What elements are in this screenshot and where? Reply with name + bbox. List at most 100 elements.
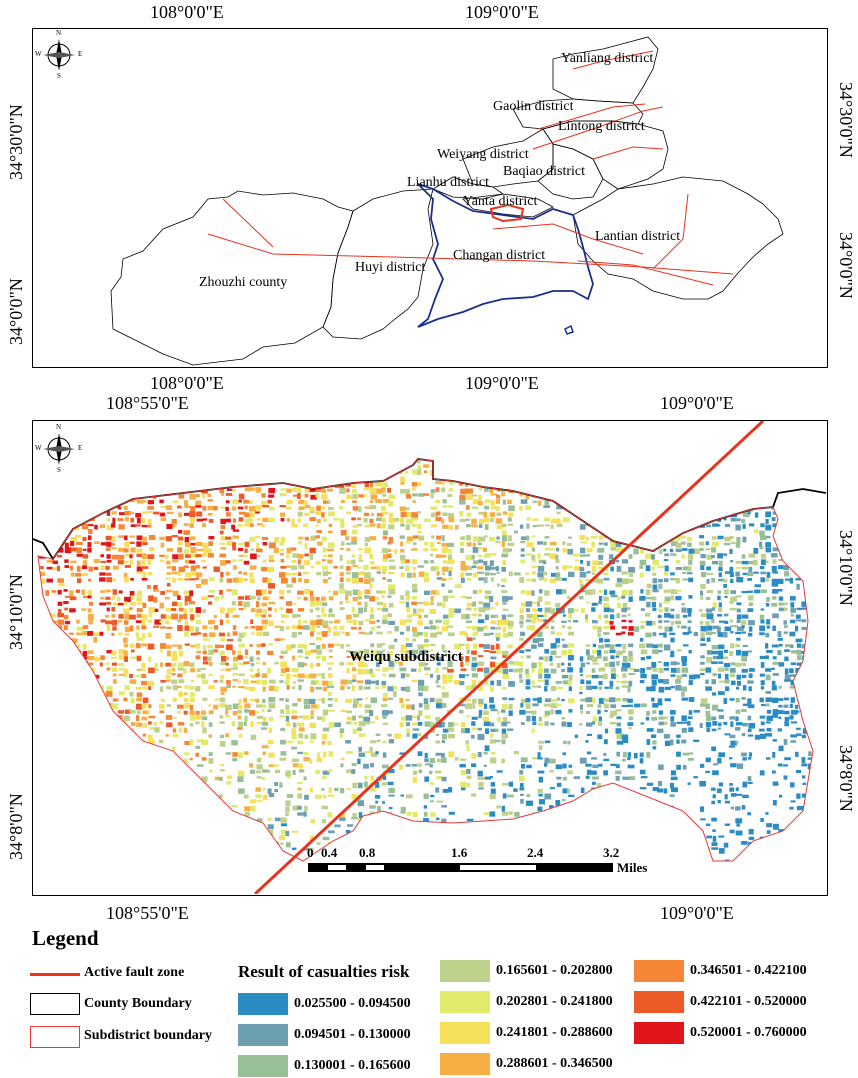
risk-cell	[412, 655, 418, 659]
risk-cell	[519, 650, 525, 653]
risk-cell	[226, 775, 233, 779]
risk-cell	[742, 536, 747, 543]
risk-cell	[538, 776, 544, 783]
risk-cell	[760, 608, 765, 611]
risk-cell	[693, 776, 698, 779]
risk-cell	[718, 835, 725, 838]
risk-cell	[591, 493, 598, 498]
risk-cell	[399, 818, 404, 824]
risk-cell	[412, 608, 417, 614]
risk-cell	[424, 721, 432, 727]
risk-cell	[537, 614, 544, 617]
risk-cell	[382, 536, 388, 540]
risk-cell	[537, 601, 541, 607]
risk-cell	[256, 523, 263, 526]
risk-cell	[232, 506, 237, 511]
risk-cell	[243, 848, 248, 852]
risk-cell	[183, 769, 187, 774]
risk-cell	[585, 482, 590, 489]
risk-cell	[267, 650, 274, 656]
risk-cell	[591, 757, 598, 760]
risk-cell	[297, 614, 301, 617]
risk-cell	[609, 661, 615, 668]
risk-cell	[501, 614, 507, 621]
risk-cell	[435, 752, 442, 756]
risk-cell	[801, 464, 806, 471]
risk-cell	[604, 517, 611, 521]
risk-cell	[382, 841, 388, 846]
risk-cell	[382, 571, 386, 574]
risk-cell	[273, 686, 279, 692]
risk-cell	[334, 459, 339, 462]
risk-cell	[454, 830, 459, 835]
risk-cell	[513, 811, 520, 817]
risk-cell	[574, 734, 578, 738]
risk-cell	[195, 583, 202, 588]
risk-cell	[148, 751, 155, 755]
risk-cell	[759, 715, 766, 719]
risk-cell	[567, 770, 573, 775]
risk-cell	[125, 452, 128, 455]
risk-cell	[808, 613, 813, 616]
risk-cell	[285, 565, 291, 568]
risk-cell	[724, 679, 730, 684]
risk-cell	[796, 655, 802, 661]
risk-cell	[291, 830, 299, 833]
risk-cell	[250, 734, 257, 740]
risk-cell	[519, 673, 523, 679]
risk-cell	[568, 764, 573, 768]
risk-cell	[819, 470, 822, 476]
risk-cell	[207, 812, 213, 818]
risk-cell	[633, 752, 638, 759]
risk-cell	[267, 770, 271, 773]
risk-cell	[465, 661, 469, 666]
risk-cell	[525, 710, 533, 714]
risk-cell	[568, 506, 575, 510]
risk-cell	[767, 452, 771, 457]
risk-cell	[178, 848, 182, 853]
risk-cell	[735, 686, 740, 690]
risk-cell	[441, 463, 445, 468]
risk-cell	[765, 697, 773, 703]
risk-cell	[815, 811, 819, 814]
risk-cell	[579, 535, 586, 540]
risk-cell	[310, 482, 316, 486]
risk-cell	[297, 763, 303, 769]
risk-cell	[609, 554, 614, 560]
risk-cell	[532, 721, 537, 726]
risk-cell	[489, 661, 496, 668]
risk-cell	[309, 517, 317, 522]
risk-cell	[544, 517, 551, 522]
risk-cell	[429, 764, 433, 768]
risk-cell	[232, 535, 239, 539]
risk-cell	[88, 751, 92, 755]
risk-cell	[760, 589, 767, 594]
risk-cell	[201, 841, 207, 847]
risk-cell	[316, 649, 323, 655]
risk-cell	[57, 698, 64, 702]
risk-cell	[243, 560, 250, 565]
risk-cell	[651, 481, 656, 485]
risk-cell	[723, 506, 729, 512]
risk-cell	[339, 583, 344, 589]
risk-cell	[268, 685, 275, 691]
risk-cell	[261, 524, 265, 528]
risk-cell	[712, 656, 719, 660]
risk-cell	[796, 836, 801, 841]
risk-cell	[100, 560, 107, 563]
risk-cell	[106, 770, 111, 773]
risk-cell	[418, 662, 426, 667]
risk-cell	[723, 553, 728, 556]
risk-cell	[616, 740, 624, 745]
risk-cell	[748, 620, 755, 626]
risk-cell	[45, 703, 53, 707]
risk-cell	[681, 500, 689, 507]
risk-cell	[279, 451, 284, 455]
risk-cell	[627, 752, 632, 758]
risk-cell	[255, 625, 263, 631]
risk-cell	[153, 596, 158, 603]
risk-cell	[687, 721, 691, 726]
risk-cell	[52, 704, 59, 711]
risk-cell	[729, 506, 737, 511]
risk-cell	[772, 751, 776, 758]
